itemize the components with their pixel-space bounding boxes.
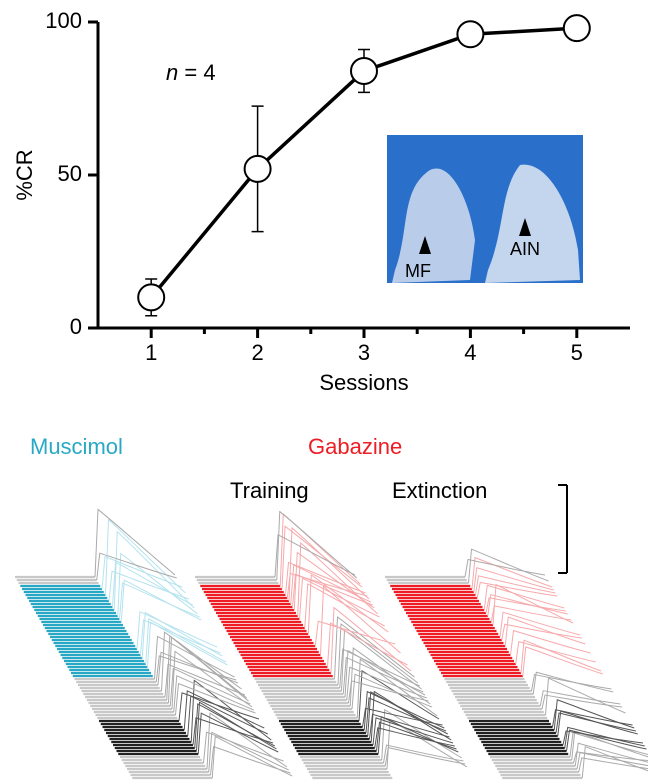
annotation: n = 4 [166, 60, 216, 85]
trace [141, 620, 221, 655]
annotation-italic: n [166, 60, 178, 85]
y-axis-label: %CR [12, 149, 37, 200]
data-point [245, 156, 271, 182]
panel-label: Training [230, 478, 309, 503]
x-tick-label: 5 [571, 340, 583, 365]
trace [523, 647, 603, 676]
trace [142, 613, 222, 658]
y-tick-label: 50 [58, 161, 82, 186]
trace [359, 671, 439, 721]
waterfall-plots [15, 509, 648, 778]
trace [305, 584, 385, 628]
trace [546, 678, 626, 715]
panel-label: Gabazine [308, 434, 402, 459]
y-tick-label: 0 [70, 314, 82, 339]
trace [172, 651, 252, 709]
data-point [351, 58, 377, 84]
trace [209, 732, 289, 772]
x-axis-label: Sessions [319, 370, 408, 395]
panel-label: Extinction [392, 478, 487, 503]
panel-label: Muscimol [30, 434, 123, 459]
x-tick-label: 4 [464, 340, 476, 365]
trace [500, 612, 580, 637]
x-tick-label: 2 [251, 340, 263, 365]
image-label: AIN [510, 239, 540, 259]
x-tick-label: 3 [358, 340, 370, 365]
image-label: MF [405, 261, 431, 281]
annotation-text: = 4 [178, 60, 215, 85]
trace [385, 748, 465, 766]
trace [121, 580, 201, 622]
data-point [457, 21, 483, 47]
y-tick-label: 100 [45, 8, 82, 33]
figure: MF AIN n = 4 %CR Sessions 0 50 100 1 2 3 4 5 Mus… [0, 0, 648, 782]
trace [469, 549, 549, 583]
data-point [138, 284, 164, 310]
data-point [564, 15, 590, 41]
trace [300, 578, 380, 619]
x-tick-label: 1 [145, 340, 157, 365]
trace [169, 637, 249, 703]
trace [193, 718, 273, 745]
trace [472, 558, 552, 589]
